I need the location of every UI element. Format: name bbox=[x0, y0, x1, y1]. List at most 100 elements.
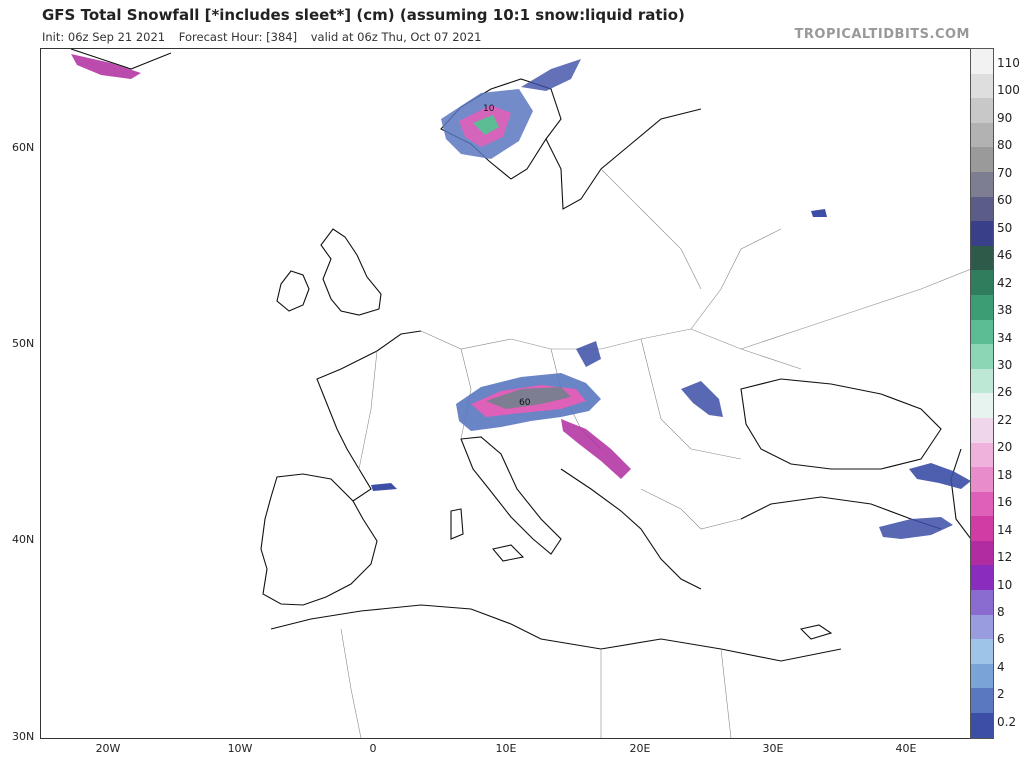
snow-tatra bbox=[576, 341, 601, 367]
colorbar-label: 50 bbox=[997, 220, 1013, 235]
colorbar-swatch bbox=[971, 294, 993, 320]
borders bbox=[340, 168, 971, 738]
colorbar-label: 22 bbox=[997, 412, 1013, 427]
lat-label-60n: 60N bbox=[12, 141, 35, 154]
colorbar-label: 10 bbox=[997, 577, 1013, 592]
colorbar-label: 6 bbox=[997, 632, 1005, 647]
snowfall-areas bbox=[71, 54, 971, 539]
colorbar-label: 80 bbox=[997, 138, 1013, 153]
border-line bbox=[740, 268, 971, 350]
lon-label-20w: 20W bbox=[95, 742, 121, 755]
north-africa bbox=[270, 604, 842, 662]
colorbar-swatch bbox=[971, 540, 993, 566]
colorbar-label: 14 bbox=[997, 522, 1013, 537]
colorbar-label: 8 bbox=[997, 605, 1005, 619]
snow-pyrenees bbox=[371, 483, 397, 491]
border-line bbox=[420, 328, 802, 370]
colorbar-swatch bbox=[971, 368, 993, 394]
colorbar-swatch bbox=[971, 713, 993, 738]
sardinia bbox=[450, 508, 464, 540]
colorbar-label: 30 bbox=[997, 357, 1013, 372]
cyprus bbox=[799, 624, 833, 640]
colorbar-swatch bbox=[971, 73, 993, 99]
sweden-finland-coast bbox=[545, 108, 702, 210]
lon-label-10e: 10E bbox=[495, 742, 517, 755]
italy bbox=[460, 436, 562, 555]
lon-label-0: 0 bbox=[369, 742, 377, 755]
snow-norway-peak bbox=[473, 115, 499, 135]
iberia-coast bbox=[260, 473, 378, 606]
black-sea bbox=[740, 378, 942, 470]
colorbar-swatch bbox=[971, 245, 993, 271]
contour-labels: 10 60 bbox=[483, 104, 531, 408]
snow-lapland bbox=[521, 59, 581, 91]
colorbar-swatch bbox=[971, 393, 993, 418]
colorbar-swatch bbox=[971, 467, 993, 492]
scandinavia bbox=[440, 78, 562, 180]
norway-contour-label: 10 bbox=[483, 104, 495, 114]
ireland bbox=[276, 270, 310, 312]
snow-dinaric bbox=[561, 419, 631, 479]
colorbar-label: 60 bbox=[997, 193, 1013, 208]
alps-contour-label: 60 bbox=[519, 398, 531, 408]
colorbar-label: 46 bbox=[997, 248, 1013, 263]
colorbar-label: 12 bbox=[997, 550, 1013, 565]
colorbar-label: 26 bbox=[997, 385, 1013, 400]
map-canvas: 10 60 bbox=[70, 49, 971, 738]
colorbar-swatch bbox=[971, 171, 993, 197]
colorbar-swatch bbox=[971, 442, 993, 468]
lon-label-10w: 10W bbox=[227, 742, 253, 755]
colorbar-swatch bbox=[971, 590, 993, 615]
border-line bbox=[640, 338, 742, 460]
lon-label-30e: 30E bbox=[762, 742, 784, 755]
france-coast bbox=[316, 330, 422, 502]
coastlines bbox=[70, 49, 971, 662]
colorbar-label: 20 bbox=[997, 440, 1013, 455]
lat-label-30n: 30N bbox=[12, 730, 35, 743]
colorbar-swatch bbox=[971, 319, 993, 345]
iceland bbox=[70, 49, 172, 70]
colorbar-swatch bbox=[971, 147, 993, 172]
colorbar-label: 38 bbox=[997, 303, 1013, 318]
colorbar-label: 100 bbox=[997, 83, 1020, 98]
border-line bbox=[640, 488, 742, 530]
balkans-coast bbox=[560, 468, 702, 590]
colorbar-label: 4 bbox=[997, 659, 1005, 674]
snow-russia bbox=[811, 209, 827, 217]
colorbar-swatch bbox=[971, 614, 993, 640]
colorbar-swatch bbox=[971, 688, 993, 714]
colorbar-label: 70 bbox=[997, 165, 1013, 180]
colorbar-swatch bbox=[971, 270, 993, 295]
colorbar-swatch bbox=[971, 516, 993, 541]
lat-label-50n: 50N bbox=[12, 337, 35, 350]
forecast-hour: Forecast Hour: [384] bbox=[178, 30, 298, 44]
colorbar bbox=[970, 48, 994, 739]
caspian bbox=[950, 448, 971, 540]
colorbar-label: 18 bbox=[997, 467, 1013, 482]
snow-iceland bbox=[71, 54, 141, 79]
colorbar-swatch bbox=[971, 639, 993, 664]
init-time: Init: 06z Sep 21 2021 bbox=[42, 30, 166, 44]
lon-label-20e: 20E bbox=[629, 742, 651, 755]
colorbar-swatch bbox=[971, 663, 993, 689]
border-line bbox=[358, 350, 378, 470]
colorbar-swatch bbox=[971, 565, 993, 591]
border-line bbox=[340, 628, 362, 738]
lat-label-40n: 40N bbox=[12, 533, 35, 546]
border-line bbox=[720, 648, 732, 738]
colorbar-swatch bbox=[971, 221, 993, 246]
snow-caucasus bbox=[909, 463, 971, 489]
colorbar-label: 90 bbox=[997, 110, 1013, 125]
snowfall-map: 10 60 bbox=[40, 48, 972, 739]
brand-watermark: TROPICALTIDBITS.COM bbox=[794, 27, 970, 42]
snow-turkey-east bbox=[879, 517, 953, 539]
colorbar-swatch bbox=[971, 196, 993, 222]
great-britain bbox=[320, 228, 382, 316]
colorbar-swatch bbox=[971, 122, 993, 148]
sicily bbox=[491, 544, 525, 562]
valid-time: valid at 06z Thu, Oct 07 2021 bbox=[310, 30, 482, 44]
colorbar-label: 0.2 bbox=[997, 714, 1017, 729]
colorbar-label: 34 bbox=[997, 330, 1013, 345]
map-title: GFS Total Snowfall [*includes sleet*] (c… bbox=[42, 6, 685, 24]
snow-alps-core bbox=[486, 387, 571, 409]
